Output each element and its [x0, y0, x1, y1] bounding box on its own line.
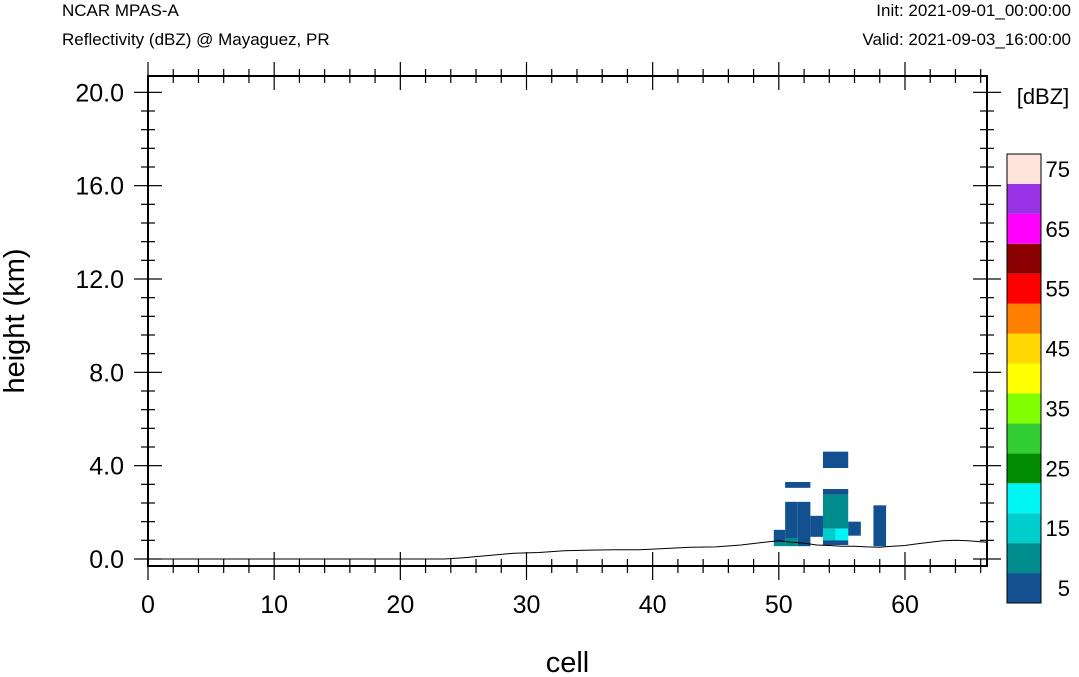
colorbar-tick-label: 45 — [1046, 337, 1070, 362]
reflectivity-cell — [785, 482, 811, 488]
reflectivity-cell — [822, 528, 836, 541]
reflectivity-cell — [785, 501, 798, 538]
reflectivity-cell — [773, 542, 786, 547]
colorbar-swatch — [1007, 423, 1041, 454]
colorbar-tick-label: 35 — [1046, 396, 1070, 421]
colorbar-swatch — [1007, 183, 1041, 214]
colorbar-tick-label: 55 — [1046, 277, 1070, 302]
plot-frame — [147, 75, 988, 567]
reflectivity-cell — [822, 494, 849, 529]
y-tick-label: 16.0 — [75, 173, 124, 201]
colorbar-swatch — [1007, 543, 1041, 574]
init-time: Init: 2021-09-01_00:00:00 — [876, 1, 1071, 20]
reflectivity-cell — [822, 489, 849, 495]
colorbar-swatch — [1007, 273, 1041, 304]
colorbar-swatch — [1007, 213, 1041, 244]
colorbar-tick-label: 5 — [1058, 576, 1070, 601]
x-axis-title: cell — [546, 647, 590, 677]
colorbar-tick-label: 65 — [1046, 217, 1070, 242]
x-tick-label: 30 — [513, 591, 541, 619]
x-tick-label: 20 — [386, 591, 414, 619]
y-tick-label: 8.0 — [89, 359, 124, 387]
colorbar-tick-label: 15 — [1046, 516, 1070, 541]
colorbar-swatch — [1007, 363, 1041, 394]
x-tick-label: 40 — [639, 591, 667, 619]
reflectivity-cell — [773, 529, 786, 543]
colorbar-swatch — [1007, 513, 1041, 544]
axis-tick-labels: 0 10 20 30 40 50 60 0.0 4.0 8.0 12.0 16.0 20.0 — [75, 79, 919, 619]
y-tick-label: 0.0 — [89, 546, 124, 574]
colorbar-tick-label: 75 — [1046, 157, 1070, 182]
model-name: NCAR MPAS-A — [62, 1, 179, 20]
y-tick-label: 20.0 — [75, 79, 124, 107]
colorbar-tick-label: 25 — [1046, 456, 1070, 481]
reflectivity-cell — [822, 540, 849, 545]
axis-ticks — [134, 62, 1001, 580]
colorbar-title: [dBZ] — [1017, 84, 1070, 109]
colorbar-swatch — [1007, 243, 1041, 274]
reflectivity-cell — [822, 451, 849, 468]
terrain-line — [148, 539, 988, 560]
colorbar-frame — [1006, 153, 1042, 604]
y-axis-title: height (km) — [0, 248, 31, 393]
reflectivity-cells — [773, 451, 887, 547]
x-tick-label: 60 — [891, 591, 919, 619]
colorbar-swatch — [1007, 573, 1041, 603]
reflectivity-cell — [873, 505, 887, 547]
reflectivity-cell — [848, 521, 861, 536]
y-tick-label: 4.0 — [89, 453, 124, 481]
reflectivity-cell — [797, 501, 811, 547]
x-tick-label: 10 — [260, 591, 288, 619]
colorbar-swatch — [1007, 483, 1041, 514]
colorbar-swatch — [1007, 333, 1041, 364]
x-tick-label: 0 — [141, 591, 155, 619]
y-tick-label: 12.0 — [75, 266, 124, 294]
x-tick-label: 50 — [765, 591, 793, 619]
terrain — [148, 539, 988, 560]
colorbar-swatch — [1007, 453, 1041, 484]
field-description: Reflectivity (dBZ) @ Mayaguez, PR — [62, 30, 330, 49]
colorbar-swatch — [1007, 154, 1041, 184]
valid-time: Valid: 2021-09-03_16:00:00 — [862, 30, 1071, 49]
colorbar-swatch — [1007, 393, 1041, 424]
colorbar-swatch — [1007, 303, 1041, 334]
colorbar: 5 15 25 35 45 55 65 75 — [1006, 153, 1070, 604]
reflectivity-cell — [810, 515, 823, 537]
reflectivity-cell — [835, 528, 849, 541]
